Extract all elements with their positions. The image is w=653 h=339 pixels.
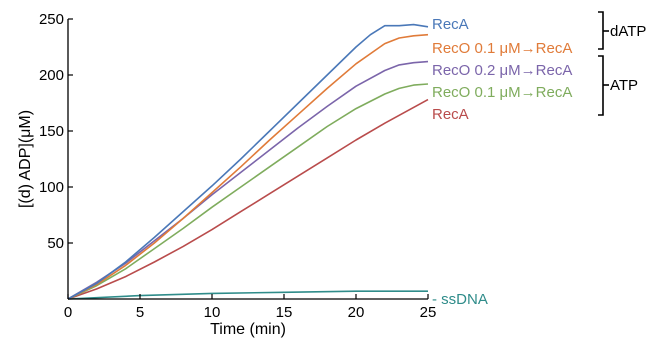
x-tick-label: 15	[276, 304, 293, 321]
datp-group-label: dATP	[610, 23, 646, 40]
x-tick-label: 5	[136, 304, 144, 321]
series-line-1	[67, 33, 429, 300]
plot-lines	[67, 23, 429, 300]
series-label-2: RecO 0.2 μM→RecA	[432, 62, 572, 79]
x-axis-title: Time (min)	[210, 321, 286, 338]
y-tick-label: 50	[47, 235, 64, 252]
atp-group-label: ATP	[610, 77, 638, 94]
series-label-3: RecO 0.1 μM→RecA	[432, 84, 572, 101]
y-tick-label: 150	[39, 123, 64, 140]
x-tick-label: 0	[64, 304, 72, 321]
series-label-0: RecA	[432, 16, 469, 33]
series-line-3	[67, 83, 429, 300]
series-label-1: RecO 0.1 μM→RecA	[432, 40, 572, 57]
atp-bracket: ATP	[598, 55, 638, 116]
series-line-2	[67, 60, 429, 300]
x-tick-label: 20	[348, 304, 365, 321]
series-line-0	[67, 23, 429, 300]
y-axis-title: [(d) ADP](μM)	[17, 110, 34, 208]
x-tick-label: 25	[420, 304, 437, 321]
series-label-5: - ssDNA	[432, 291, 488, 308]
series-labels: RecA RecO 0.1 μM→RecA RecO 0.2 μM→RecA RecO…	[432, 16, 572, 308]
datp-bracket: dATP	[598, 11, 646, 50]
y-tick-label: 250	[39, 11, 64, 28]
x-tick-label: 10	[204, 304, 221, 321]
y-tick-label: 100	[39, 179, 64, 196]
y-axis-ticks: 50 100 150 200 250	[39, 11, 73, 252]
series-line-4	[67, 98, 429, 300]
x-axis-ticks: 0 5 10 15 20 25	[64, 294, 437, 321]
series-label-4: RecA	[432, 106, 469, 123]
y-tick-label: 200	[39, 67, 64, 84]
series-line-5	[67, 290, 428, 300]
